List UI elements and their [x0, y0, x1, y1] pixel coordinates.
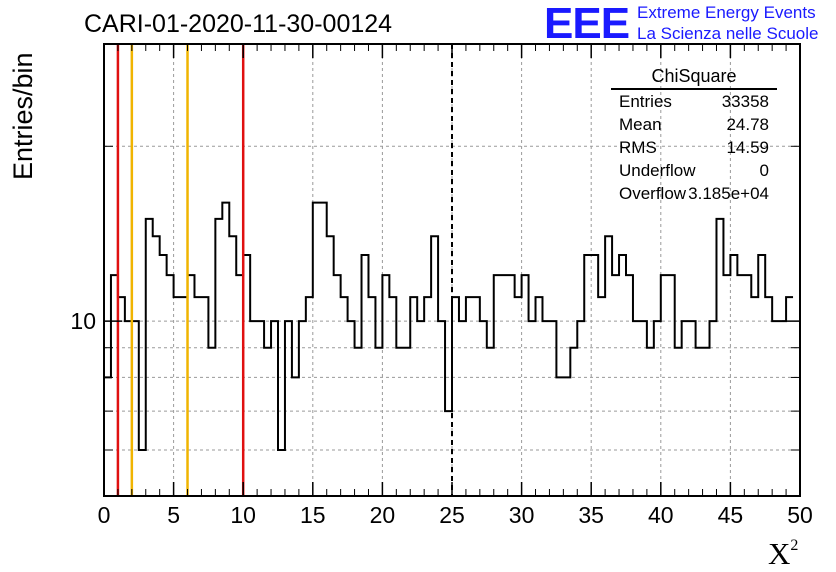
- stat-name: Overflow: [619, 184, 687, 203]
- stat-row-rms: RMS 14.59: [611, 138, 777, 161]
- x-tick-label: 45: [718, 502, 744, 528]
- stats-title: ChiSquare: [611, 66, 777, 90]
- reference-lines: [116, 44, 453, 496]
- stat-row-mean: Mean 24.78: [611, 115, 777, 138]
- x-tick-label: 5: [167, 502, 180, 528]
- x-axis-label: X2: [768, 536, 798, 572]
- stat-value: 33358: [721, 92, 769, 111]
- stat-name: Entries: [619, 92, 672, 111]
- x-tick-label: 30: [509, 502, 535, 528]
- stat-value: 14.59: [726, 138, 769, 157]
- stat-value: 24.78: [726, 115, 769, 134]
- chart-title: CARI-01-2020-11-30-00124: [84, 10, 393, 38]
- x-axis-label-base: X: [768, 536, 791, 571]
- eee-logo: EEE: [544, 0, 630, 48]
- x-tick-label: 10: [230, 502, 256, 528]
- x-tick-label: 35: [578, 502, 604, 528]
- stat-value: 0: [759, 161, 769, 180]
- x-tick-label: 15: [300, 502, 326, 528]
- x-tick-label: 20: [370, 502, 396, 528]
- axis-ticks: [103, 44, 801, 496]
- stat-row-entries: Entries 33358: [611, 92, 777, 115]
- stat-value: 3.185e+04: [688, 184, 769, 203]
- stat-name: Mean: [619, 115, 662, 134]
- tick-labels: 0 5 10 15 20 25 30 35 40 45 50 10: [70, 308, 812, 528]
- x-tick-label: 50: [787, 502, 813, 528]
- histogram-line: [104, 201, 794, 452]
- stats-box: ChiSquare Entries 33358 Mean 24.78 RMS 1…: [611, 66, 777, 207]
- x-tick-label: 0: [98, 502, 111, 528]
- x-axis-label-superscript: 2: [790, 537, 799, 554]
- stat-name: RMS: [619, 138, 657, 157]
- stat-name: Underflow: [619, 161, 696, 180]
- x-tick-label: 25: [439, 502, 465, 528]
- stat-row-underflow: Underflow 0: [611, 161, 777, 184]
- x-tick-label: 40: [648, 502, 674, 528]
- y-tick-label: 10: [70, 308, 96, 334]
- stat-row-overflow: Overflow 3.185e+04: [611, 184, 777, 207]
- logo-line-1: Extreme Energy Events: [637, 3, 816, 22]
- logo-line-2: La Scienza nelle Scuole: [637, 24, 819, 43]
